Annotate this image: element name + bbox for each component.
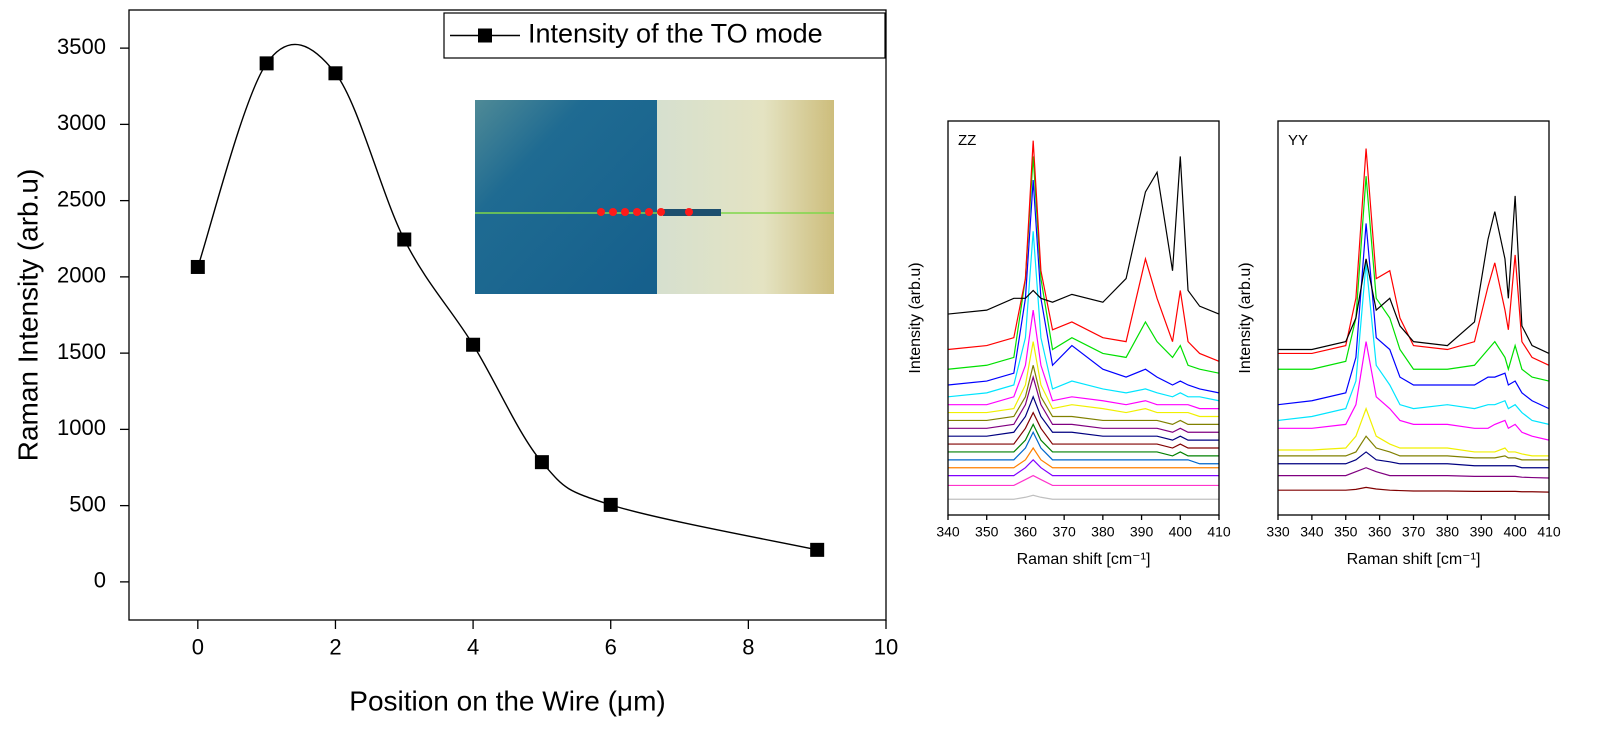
x-tick-label: 2: [329, 635, 341, 660]
series-line: [1277, 223, 1550, 410]
series-line: [1278, 451, 1549, 469]
series-line: [948, 430, 1219, 465]
x-tick-label: 8: [742, 635, 754, 660]
x-tick-label: 10: [874, 635, 898, 660]
y-tick-label: 3500: [57, 34, 106, 59]
series-line: [1277, 262, 1550, 425]
series-line: [948, 411, 1219, 449]
y-axis-label: Intensity (arb.u): [1237, 262, 1254, 373]
series-line: [948, 395, 1219, 441]
scan-point: [609, 208, 617, 216]
series-line: [948, 365, 1219, 426]
x-axis-label: Position on the Wire (μm): [349, 685, 665, 716]
x-tick-label: 4: [467, 635, 479, 660]
y-axis-label: Raman Intensity (arb.u): [12, 169, 43, 462]
series-line: [948, 374, 1219, 433]
x-tick-label: 390: [1470, 523, 1494, 539]
x-tick-label: 380: [1091, 523, 1115, 539]
plot-frame: [947, 120, 1220, 516]
series-line: [947, 156, 1220, 374]
series-line: [948, 341, 1219, 418]
x-tick-label: 380: [1436, 523, 1460, 539]
y-tick-label: 0: [94, 568, 106, 593]
series-line: [1278, 148, 1550, 366]
series-line: [947, 231, 1220, 402]
scan-point: [633, 208, 641, 216]
chart-panel: 330 340 350 360 370 380 390 400 410 Raman shift […: [1237, 120, 1561, 568]
plot-frame: [128, 9, 887, 621]
series-line: [948, 494, 1219, 500]
x-tick-label: 400: [1503, 523, 1527, 539]
data-marker: [328, 66, 343, 81]
x-tick-label: 350: [1334, 523, 1358, 539]
x-tick-label: 0: [192, 635, 204, 660]
series-line: [948, 458, 1219, 477]
series-line: [1278, 195, 1550, 355]
panel-label: YY: [1288, 132, 1308, 149]
y-tick-label: 3000: [57, 110, 106, 135]
x-tick-label: 340: [936, 523, 960, 539]
x-axis-label: Raman shift [cm⁻¹]: [1017, 551, 1151, 568]
x-tick-label: 410: [1207, 523, 1231, 539]
y-tick-label: 2000: [57, 263, 106, 288]
data-marker: [259, 56, 274, 71]
x-tick-label: 370: [1052, 523, 1076, 539]
series-line: [1278, 486, 1550, 493]
series-line: [947, 156, 1220, 315]
series-line: [1278, 341, 1550, 441]
scan-point: [685, 208, 693, 216]
legend-label: Intensity of the TO mode: [528, 19, 823, 49]
data-marker: [190, 259, 205, 274]
y-axis-label: Intensity (arb.u): [907, 262, 924, 373]
panel-label: ZZ: [958, 132, 976, 149]
series-line: [948, 423, 1219, 457]
chart-panel: 0 2 4 6 8 10 0 500 1000 1500 2000 2500 3000 3500 Posit…: [12, 9, 898, 716]
y-tick-label: 1000: [57, 415, 106, 440]
series-line: [1278, 435, 1549, 461]
scan-point: [621, 208, 629, 216]
chart-panel: 340 350 360 370 380 390 400 410 Raman shift [cm⁻…: [907, 120, 1231, 568]
x-tick-label: 390: [1130, 523, 1154, 539]
inset-micrograph: [475, 100, 834, 294]
data-marker: [603, 497, 618, 512]
x-tick-label: 360: [1014, 523, 1038, 539]
x-tick-label: 6: [605, 635, 617, 660]
y-tick-label: 1500: [57, 339, 106, 364]
series-line: [948, 474, 1219, 487]
scan-point: [645, 208, 653, 216]
series-line: [947, 180, 1220, 394]
series-line: [1278, 467, 1550, 479]
y-tick-label: 500: [69, 491, 106, 516]
data-marker: [534, 455, 549, 470]
x-tick-label: 330: [1266, 523, 1290, 539]
y-tick-label: 2500: [57, 186, 106, 211]
series-line: [1278, 176, 1550, 382]
x-tick-label: 370: [1402, 523, 1426, 539]
x-tick-label: 360: [1368, 523, 1392, 539]
scan-point: [657, 208, 665, 216]
x-tick-label: 350: [975, 523, 999, 539]
series-line: [948, 310, 1219, 410]
series-line: [948, 446, 1219, 469]
x-tick-label: 410: [1537, 523, 1561, 539]
data-marker: [810, 542, 825, 557]
scan-point: [597, 208, 605, 216]
series-line: [1278, 406, 1549, 457]
data-marker: [466, 337, 481, 352]
scan-points: [597, 208, 693, 216]
series-line: [947, 140, 1220, 362]
substrate-region: [475, 100, 657, 294]
legend-marker: [478, 28, 492, 43]
x-tick-label: 340: [1300, 523, 1324, 539]
x-tick-label: 400: [1169, 523, 1193, 539]
contact-region: [657, 100, 834, 294]
data-marker: [397, 232, 412, 247]
x-axis-label: Raman shift [cm⁻¹]: [1347, 551, 1481, 568]
